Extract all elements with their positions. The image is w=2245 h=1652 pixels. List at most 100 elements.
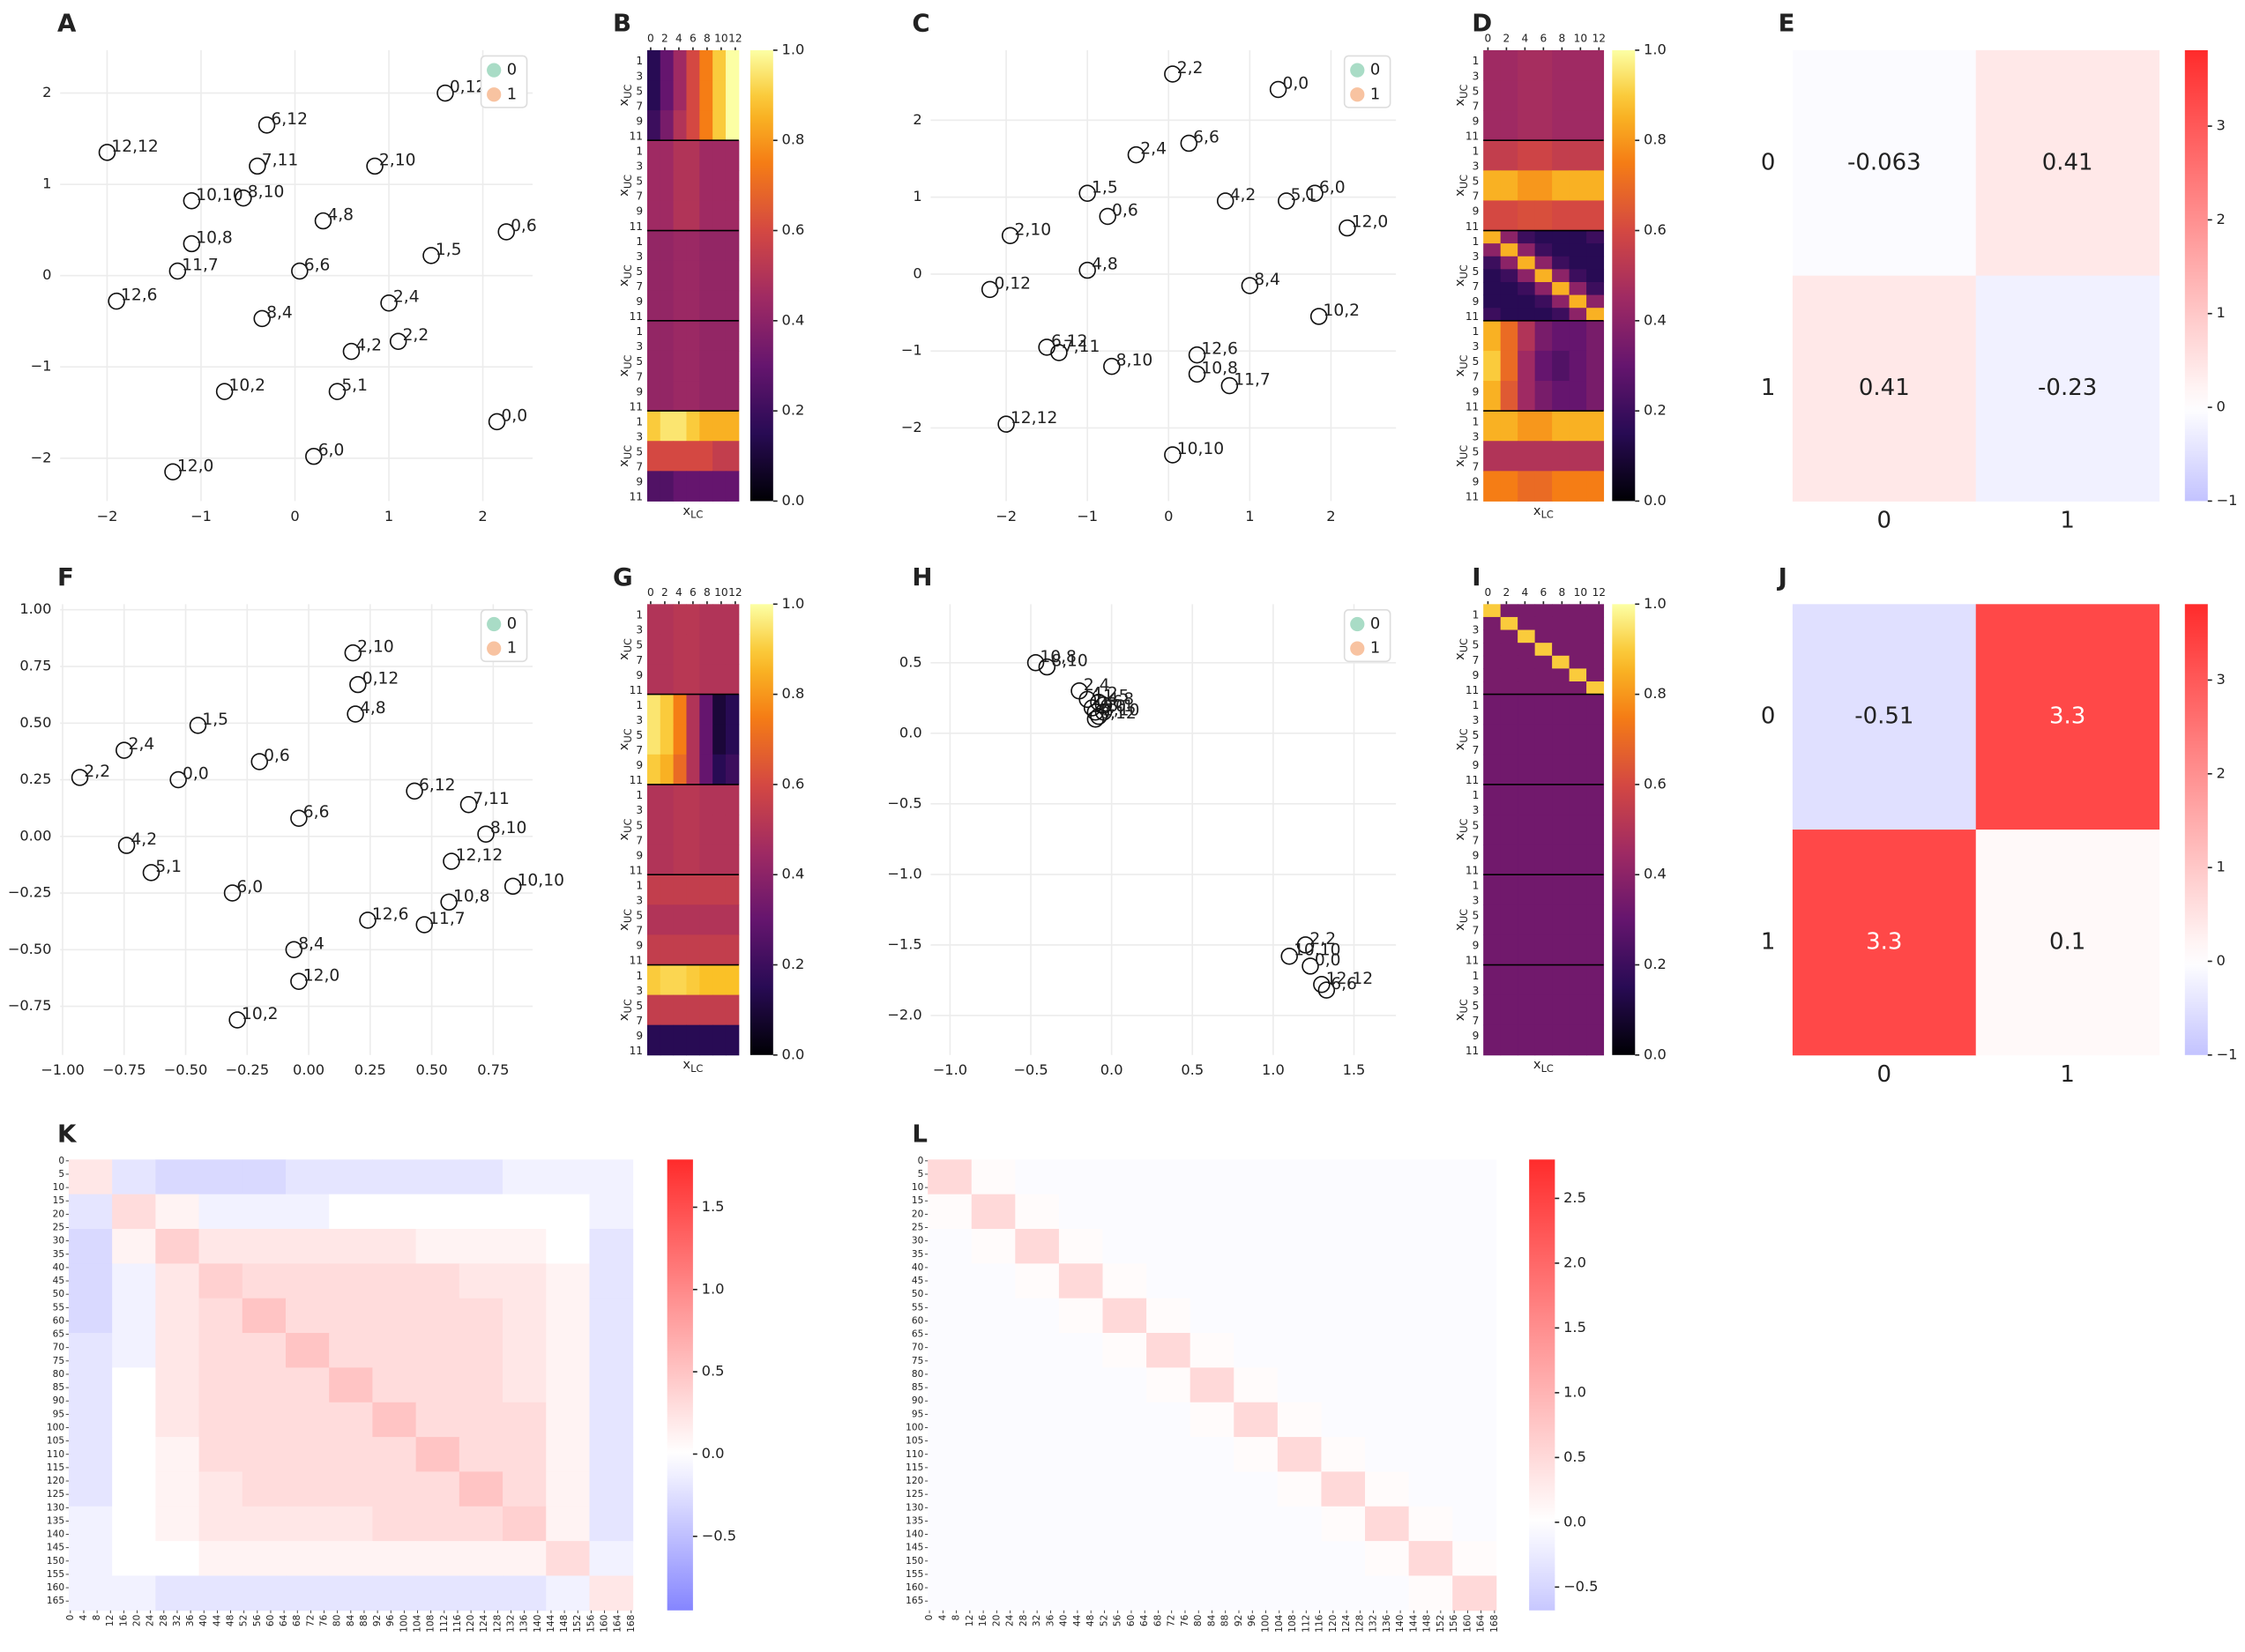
point-label: 2,2 [1309, 930, 1336, 949]
heatmap-cell [1534, 815, 1553, 845]
heatmap-cell [1015, 1367, 1060, 1403]
x-tick-label: 0.75 [477, 1061, 509, 1078]
heatmap-cell [459, 1263, 503, 1299]
heatmap-cell [1483, 815, 1502, 845]
y-tick-label: 150 [47, 1556, 64, 1566]
annotated-point [359, 912, 377, 929]
heatmap-cell [1569, 269, 1587, 283]
heatmap-cell [1518, 140, 1536, 171]
x-tick-label: −1.0 [933, 1061, 967, 1078]
y-tick-label: 3 [636, 250, 643, 263]
panel-label: E [1779, 9, 1795, 38]
heatmap-cell [673, 694, 687, 726]
heatmap-cell [1518, 350, 1536, 382]
heatmap-cell [725, 200, 740, 232]
y-tick-label: 9 [1473, 385, 1480, 398]
heatmap-cell [1234, 1402, 1279, 1438]
axis-label-sub: UC [1458, 264, 1470, 279]
heatmap-cell [725, 411, 740, 442]
heatmap-cell [1190, 1194, 1234, 1230]
colorbar-tick-label: 0.4 [782, 311, 805, 328]
y-tick-label: 7 [636, 370, 643, 383]
heatmap-cell [415, 1367, 460, 1403]
point-label: 2,2 [403, 326, 429, 345]
axis-label-base: x [616, 459, 631, 467]
heatmap-cell [503, 1402, 547, 1438]
heatmap-cell [1234, 1298, 1279, 1334]
annotated-point [1296, 936, 1315, 954]
heatmap-cell [1321, 1367, 1366, 1403]
axis-label-base: x [616, 652, 631, 660]
heatmap-cell [1483, 784, 1502, 815]
heatmap-cell [112, 1437, 156, 1472]
heatmap-cell [1365, 1333, 1410, 1368]
heatmap-cell [1015, 1263, 1060, 1299]
matrix-cell [1792, 830, 1977, 1056]
heatmap-cell [1569, 441, 1587, 472]
colorbar-tick-label: 0.0 [702, 1445, 725, 1462]
heatmap-cell [1058, 1471, 1104, 1507]
heatmap-cell [928, 1506, 973, 1542]
x-tick-label: 144 [1408, 1614, 1419, 1632]
heatmap-cell [198, 1471, 243, 1507]
heatmap-cell [686, 441, 700, 472]
x-tick-label: 1 [2060, 1061, 2075, 1088]
heatmap-cell [1534, 381, 1553, 412]
heatmap-cell [725, 845, 740, 875]
y-tick-label: 80 [912, 1369, 924, 1380]
annotated-point [1103, 357, 1121, 376]
heatmap-cell [1534, 471, 1553, 502]
heatmap-cell [1408, 1229, 1453, 1264]
y-tick-label: 135 [906, 1515, 923, 1526]
matrix-cell [1975, 49, 2160, 277]
heatmap-cell [928, 1437, 973, 1472]
heatmap-cell [660, 815, 675, 845]
heatmap-cell [589, 1298, 634, 1334]
heatmap-cell [1552, 655, 1570, 669]
annotated-point [1038, 339, 1055, 356]
heatmap-cell [660, 260, 675, 292]
x-tick-label: 88 [359, 1615, 369, 1626]
y-tick-label: 7 [1473, 925, 1480, 937]
heatmap-cell [503, 1541, 547, 1576]
heatmap-cell [1321, 1541, 1366, 1576]
heatmap-cell [589, 1263, 634, 1299]
point-label: 4,2 [131, 830, 157, 849]
heatmap-cell [1190, 1575, 1234, 1611]
heatmap-cell [1146, 1506, 1191, 1542]
annotated-point [1094, 696, 1113, 714]
x-tick-label: 1.0 [1262, 1061, 1285, 1078]
heatmap-cell [699, 634, 713, 666]
panel-label: L [912, 1120, 928, 1149]
heatmap-cell [1321, 1333, 1366, 1368]
axis-label-sub: UC [1458, 445, 1470, 459]
x-tick-label: 0.00 [293, 1061, 324, 1078]
heatmap-cell [1483, 350, 1502, 382]
heatmap-cell [1102, 1541, 1147, 1576]
y-tick-label: 3 [1473, 895, 1480, 907]
point-label: 8,10 [490, 819, 527, 837]
heatmap-cell [1483, 170, 1502, 201]
heatmap-cell [646, 381, 661, 412]
heatmap-cell [1190, 1437, 1234, 1472]
heatmap-cell [198, 1263, 243, 1299]
heatmap-cell [546, 1159, 590, 1195]
heatmap-cell [1015, 1541, 1060, 1576]
heatmap-cell [1483, 694, 1502, 726]
y-tick-label: 120 [47, 1476, 64, 1486]
colorbar-tick-label: 0.8 [1644, 685, 1667, 702]
heatmap-cell [1146, 1367, 1191, 1403]
heatmap-cell [68, 1367, 113, 1403]
heatmap-cell [660, 110, 675, 141]
heatmap-cell [725, 994, 740, 1026]
heatmap-cell [686, 634, 700, 666]
axis-label-base: x [1452, 279, 1467, 286]
point-label: 0,12 [1100, 704, 1137, 723]
y-tick-label: 0 [918, 1156, 924, 1166]
heatmap-cell [646, 964, 661, 996]
heatmap-cell [285, 1229, 330, 1264]
y-tick-label: 9 [1473, 759, 1480, 771]
y-tick-label: 0.50 [19, 714, 51, 731]
heatmap-cell [971, 1575, 1016, 1611]
heatmap-cell [699, 320, 713, 352]
